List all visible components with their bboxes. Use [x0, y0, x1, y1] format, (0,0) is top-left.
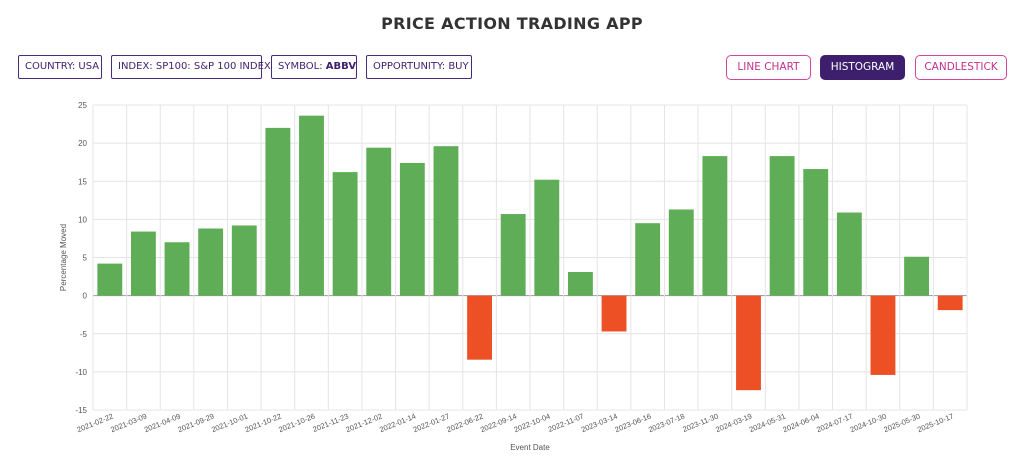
y-tick-label: 25: [78, 101, 87, 110]
x-tick-label: 2021-10-26: [277, 412, 316, 435]
candlestick-button[interactable]: CANDLESTICK: [915, 55, 1007, 80]
x-tick-label: 2023-07-18: [647, 412, 686, 435]
bar: [231, 225, 257, 296]
bar: [265, 127, 291, 296]
line-chart-button[interactable]: LINE CHART: [726, 55, 811, 80]
symbol-filter-chip[interactable]: SYMBOL: ABBV: [271, 55, 357, 79]
symbol-filter-prefix: SYMBOL:: [278, 61, 326, 72]
page-title: PRICE ACTION TRADING APP: [381, 14, 643, 33]
bar: [97, 263, 123, 296]
bar: [534, 179, 560, 296]
bar: [736, 295, 761, 391]
bar: [433, 146, 459, 296]
y-axis-title: Percentage Moved: [59, 224, 68, 291]
country-filter-label: COUNTRY: USA: [25, 61, 100, 72]
bar: [702, 156, 728, 296]
country-filter-chip[interactable]: COUNTRY: USA: [18, 55, 102, 79]
x-tick-label: 2022-11-07: [547, 412, 585, 435]
bar: [567, 271, 593, 296]
x-tick-label: 2025-10-17: [916, 412, 955, 435]
bar: [500, 214, 526, 296]
opportunity-filter-chip[interactable]: OPPORTUNITY: BUY: [366, 55, 472, 79]
x-tick-label: 2021-12-02: [345, 412, 384, 435]
bar: [904, 256, 930, 296]
bar: [332, 172, 358, 296]
bar: [366, 147, 392, 296]
y-tick-label: 10: [78, 215, 87, 224]
y-tick-label: 0: [83, 292, 88, 301]
x-axis-title: Event Date: [510, 443, 550, 452]
x-tick-label: 2021-04-09: [143, 412, 182, 435]
x-tick-label: 2023-11-30: [681, 412, 719, 435]
x-tick-label: 2022-01-27: [412, 412, 451, 435]
bar: [164, 242, 190, 296]
x-tick-label: 2021-10-22: [244, 412, 283, 435]
index-filter-label: INDEX: SP100: S&P 100 INDEX: [118, 61, 271, 72]
x-tick-label: 2021-03-09: [109, 412, 148, 435]
symbol-filter-value: ABBV: [325, 61, 357, 72]
x-tick-label: 2025-05-30: [882, 412, 921, 435]
bar: [836, 212, 862, 296]
opportunity-filter-label: OPPORTUNITY: BUY: [373, 61, 469, 72]
x-tick-label: 2024-07-17: [815, 412, 854, 435]
x-tick-label: 2021-10-01: [210, 412, 249, 435]
bar: [937, 295, 963, 311]
x-tick-label: 2024-10-30: [849, 412, 888, 435]
x-tick-label: 2022-10-04: [513, 412, 552, 435]
bar: [769, 156, 795, 296]
x-tick-label: 2024-06-04: [782, 412, 821, 435]
bar: [635, 223, 661, 296]
y-tick-label: -15: [75, 406, 87, 415]
x-tick-label: 2023-03-14: [580, 412, 619, 435]
x-tick-label: 2022-01-14: [378, 412, 417, 435]
x-tick-label: 2024-03-19: [714, 412, 753, 435]
bar: [399, 162, 425, 296]
x-tick-label: 2023-06-16: [613, 412, 652, 435]
x-tick-label: 2022-09-14: [479, 412, 518, 435]
x-tick-label: 2022-06-22: [445, 412, 484, 435]
bar: [803, 169, 829, 296]
y-tick-label: 5: [83, 254, 88, 263]
bar: [299, 115, 324, 296]
histogram-button[interactable]: HISTOGRAM: [820, 55, 905, 80]
y-tick-label: 15: [78, 177, 87, 186]
bar: [668, 209, 694, 296]
y-tick-label: -5: [80, 330, 88, 339]
bar: [870, 295, 896, 375]
x-tick-label: 2021-09-29: [176, 412, 215, 435]
histogram-chart: -15-10-505101520252021-02-222021-03-0920…: [59, 101, 968, 452]
bar: [130, 231, 156, 296]
x-tick-label: 2024-05-31: [748, 412, 787, 435]
bar: [601, 295, 627, 332]
index-filter-chip[interactable]: INDEX: SP100: S&P 100 INDEX: [111, 55, 271, 79]
x-tick-label: 2021-11-23: [311, 412, 349, 435]
bar: [198, 228, 224, 296]
y-tick-label: -10: [75, 368, 87, 377]
bar: [467, 295, 493, 360]
y-tick-label: 20: [78, 139, 87, 148]
